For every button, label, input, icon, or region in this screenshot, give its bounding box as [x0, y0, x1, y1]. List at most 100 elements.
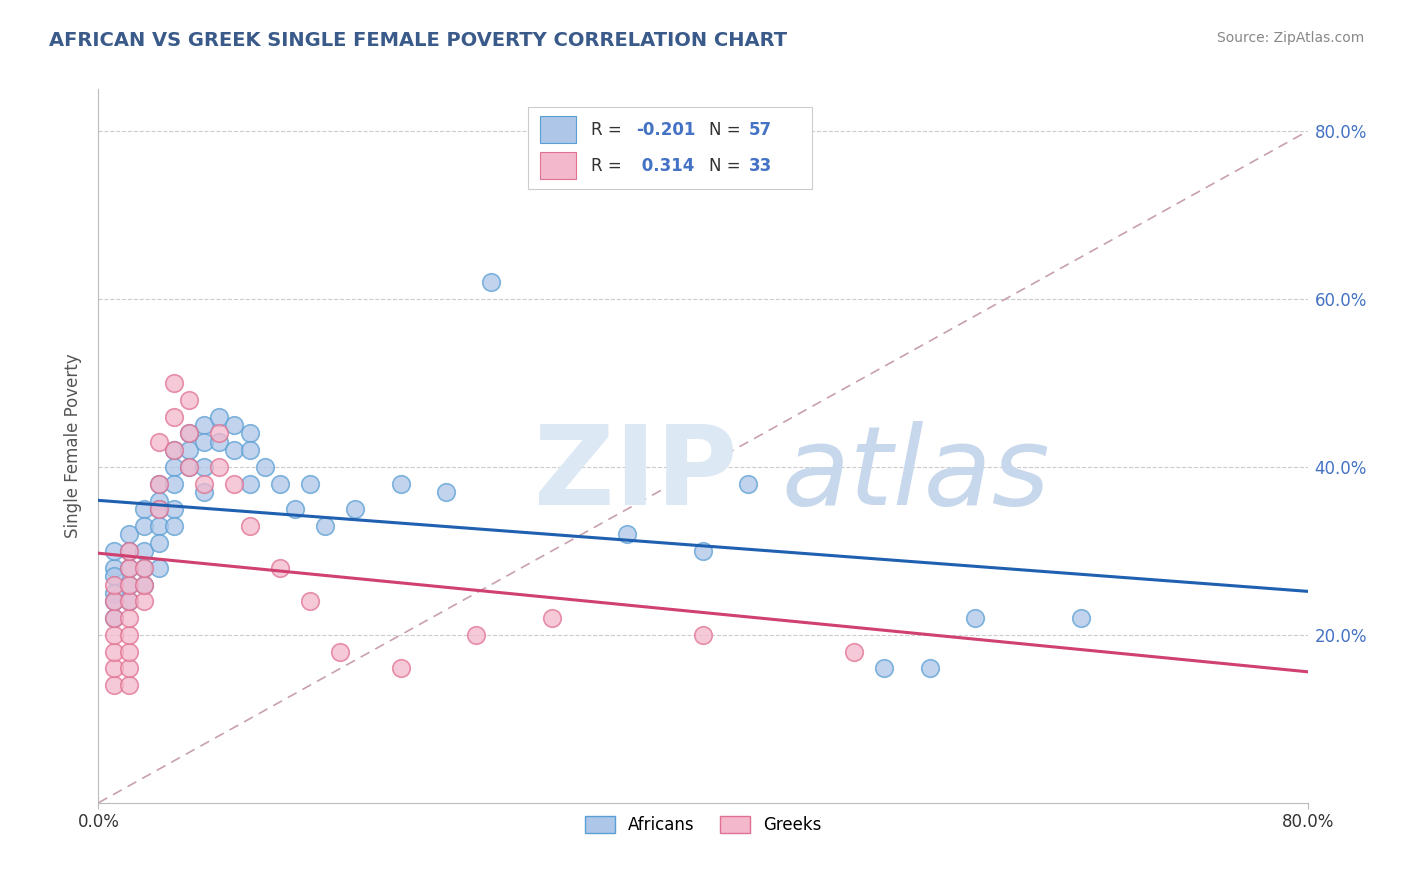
- Y-axis label: Single Female Poverty: Single Female Poverty: [65, 354, 83, 538]
- Point: [465, 628, 488, 642]
- Point: [103, 594, 125, 608]
- Point: [103, 611, 125, 625]
- Point: [163, 460, 186, 475]
- Point: [148, 560, 170, 574]
- Point: [692, 628, 714, 642]
- Point: [118, 661, 141, 675]
- Point: [224, 443, 246, 458]
- Point: [269, 476, 291, 491]
- Point: [389, 476, 412, 491]
- Point: [103, 586, 125, 600]
- Point: [193, 417, 215, 432]
- Point: [103, 560, 125, 574]
- Point: [118, 577, 141, 591]
- Point: [208, 460, 231, 475]
- Text: R =: R =: [591, 157, 627, 175]
- Point: [103, 569, 125, 583]
- Point: [481, 275, 503, 289]
- Point: [118, 544, 141, 558]
- Text: -0.201: -0.201: [637, 121, 696, 139]
- Point: [873, 661, 896, 675]
- Point: [163, 518, 186, 533]
- Point: [329, 645, 352, 659]
- Point: [208, 409, 231, 424]
- Point: [692, 544, 714, 558]
- Point: [239, 518, 262, 533]
- Point: [434, 485, 457, 500]
- Point: [179, 392, 201, 407]
- Point: [193, 485, 215, 500]
- Point: [224, 476, 246, 491]
- Point: [224, 417, 246, 432]
- FancyBboxPatch shape: [540, 152, 576, 179]
- Text: atlas: atlas: [782, 421, 1050, 528]
- Point: [132, 544, 155, 558]
- Point: [132, 518, 155, 533]
- Text: Source: ZipAtlas.com: Source: ZipAtlas.com: [1216, 31, 1364, 45]
- Point: [118, 594, 141, 608]
- Point: [118, 560, 141, 574]
- Point: [103, 577, 125, 591]
- Text: ZIP: ZIP: [534, 421, 737, 528]
- Point: [132, 577, 155, 591]
- Point: [148, 476, 170, 491]
- Point: [193, 460, 215, 475]
- Point: [118, 577, 141, 591]
- Point: [148, 476, 170, 491]
- Point: [208, 426, 231, 441]
- Point: [132, 502, 155, 516]
- Point: [179, 460, 201, 475]
- Point: [844, 645, 866, 659]
- Text: R =: R =: [591, 121, 627, 139]
- Point: [103, 661, 125, 675]
- Point: [103, 594, 125, 608]
- FancyBboxPatch shape: [540, 116, 576, 144]
- Point: [118, 628, 141, 642]
- Point: [208, 434, 231, 449]
- Point: [118, 678, 141, 692]
- Point: [103, 628, 125, 642]
- Text: N =: N =: [709, 121, 747, 139]
- Point: [344, 502, 367, 516]
- Text: AFRICAN VS GREEK SINGLE FEMALE POVERTY CORRELATION CHART: AFRICAN VS GREEK SINGLE FEMALE POVERTY C…: [49, 31, 787, 50]
- Point: [103, 678, 125, 692]
- Point: [299, 594, 322, 608]
- Point: [163, 443, 186, 458]
- Point: [132, 577, 155, 591]
- Point: [239, 476, 262, 491]
- Text: 57: 57: [749, 121, 772, 139]
- Point: [737, 476, 759, 491]
- Point: [163, 409, 186, 424]
- Point: [299, 476, 322, 491]
- Point: [540, 611, 562, 625]
- Point: [148, 535, 170, 549]
- Point: [148, 493, 170, 508]
- Point: [132, 594, 155, 608]
- Point: [103, 544, 125, 558]
- Point: [1070, 611, 1092, 625]
- Point: [179, 443, 201, 458]
- Point: [132, 560, 155, 574]
- Point: [616, 527, 638, 541]
- Text: N =: N =: [709, 157, 747, 175]
- Point: [132, 560, 155, 574]
- Text: 33: 33: [749, 157, 772, 175]
- Point: [118, 560, 141, 574]
- Point: [239, 426, 262, 441]
- Point: [148, 502, 170, 516]
- Legend: Africans, Greeks: Africans, Greeks: [578, 809, 828, 841]
- Point: [148, 434, 170, 449]
- Point: [918, 661, 941, 675]
- Point: [253, 460, 276, 475]
- Point: [148, 502, 170, 516]
- Point: [148, 518, 170, 533]
- Point: [103, 611, 125, 625]
- Point: [163, 502, 186, 516]
- Point: [193, 434, 215, 449]
- Point: [314, 518, 336, 533]
- Text: 0.314: 0.314: [637, 157, 695, 175]
- Point: [239, 443, 262, 458]
- Point: [118, 527, 141, 541]
- Point: [103, 645, 125, 659]
- Point: [179, 426, 201, 441]
